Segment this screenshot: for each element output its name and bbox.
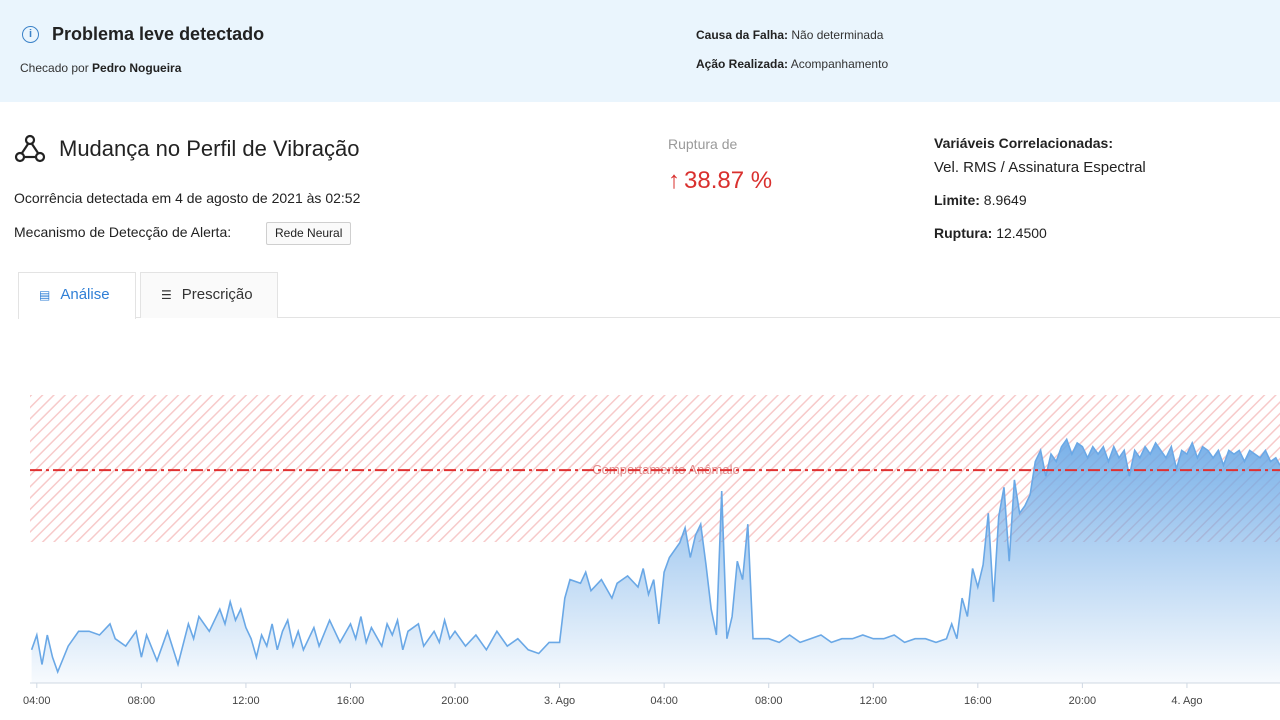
action-taken: Ação Realizada: Acompanhamento: [696, 57, 888, 71]
cause-label: Causa da Falha:: [696, 28, 789, 42]
arrow-up-icon: ↑: [668, 167, 680, 194]
x-tick-label: 20:00: [1069, 695, 1097, 707]
action-label: Ação Realizada:: [696, 57, 789, 71]
x-tick-label: 08:00: [128, 695, 156, 707]
x-tick-label: 04:00: [650, 695, 678, 707]
tab-analysis-label: Análise: [60, 286, 110, 303]
x-tick-label: 16:00: [337, 695, 365, 707]
checked-by-name: Pedro Nogueira: [92, 61, 182, 75]
rupture-percent: 38.87 %: [684, 167, 773, 194]
mechanism-tag: Rede Neural: [266, 222, 352, 245]
checked-prefix: Checado por: [20, 61, 93, 75]
x-tick-label: 16:00: [964, 695, 992, 707]
tab-prescription[interactable]: ☰ Prescrição: [140, 272, 278, 318]
chart-icon: ▤: [39, 288, 51, 303]
limit-label: Limite:: [934, 192, 980, 208]
occurrence-text: Ocorrência detectada em 4 de agosto de 2…: [14, 190, 361, 206]
checked-by: Checado por Pedro Nogueira: [20, 61, 181, 75]
correlated-variables: Vel. RMS / Assinatura Espectral: [934, 159, 1146, 176]
series-line: [30, 437, 1280, 675]
info-icon: i: [22, 26, 39, 43]
x-tick-label: 12:00: [860, 695, 888, 707]
action-value: Acompanhamento: [788, 57, 889, 71]
event-title: Mudança no Perfil de Vibração: [59, 136, 360, 161]
cause-value: Não determinada: [788, 28, 884, 42]
rupture-value: ↑ 38.87 %: [668, 167, 772, 195]
x-tick-label: 3. Ago: [544, 695, 575, 707]
vibration-chart: Comportamento Anômalo 04:00 08:00 12:00 16:…: [23, 395, 1280, 707]
rupture-label: Ruptura de: [668, 136, 738, 152]
status-banner: i Problema leve detectado Checado por Pe…: [0, 0, 1280, 102]
x-tick-label: 08:00: [755, 695, 783, 707]
list-icon: ☰: [161, 288, 172, 303]
tab-prescription-label: Prescrição: [181, 286, 253, 303]
banner-title: Problema leve detectado: [52, 24, 265, 44]
limit-value: Limite: 8.9649: [934, 192, 1027, 208]
correlated-title: Variáveis Correlacionadas:: [934, 135, 1113, 151]
x-tick-label: 12:00: [232, 695, 260, 707]
x-tick-label: 04:00: [23, 695, 51, 707]
series-area: [31, 439, 1280, 683]
x-tick-label: 20:00: [441, 695, 469, 707]
anomaly-label: Comportamento Anômalo: [592, 462, 739, 477]
x-tick-label: 4. Ago: [1171, 695, 1202, 707]
vibration-icon: [14, 134, 46, 163]
failure-cause: Causa da Falha: Não determinada: [696, 28, 883, 42]
tab-bar: ▤ Análise ☰ Prescrição: [18, 272, 1280, 319]
limit-number: 8.9649: [979, 192, 1027, 208]
rupture-num-label: Ruptura:: [934, 225, 993, 241]
mechanism-label: Mecanismo de Detecção de Alerta:: [14, 224, 232, 240]
rupture-number: Ruptura: 12.4500: [934, 225, 1047, 241]
x-axis-ticks: 04:00 08:00 12:00 16:00 20:00 3. Ago 04:00 08:0…: [23, 683, 1203, 707]
rupture-num-value: 12.4500: [992, 225, 1047, 241]
tab-analysis[interactable]: ▤ Análise: [18, 272, 136, 319]
